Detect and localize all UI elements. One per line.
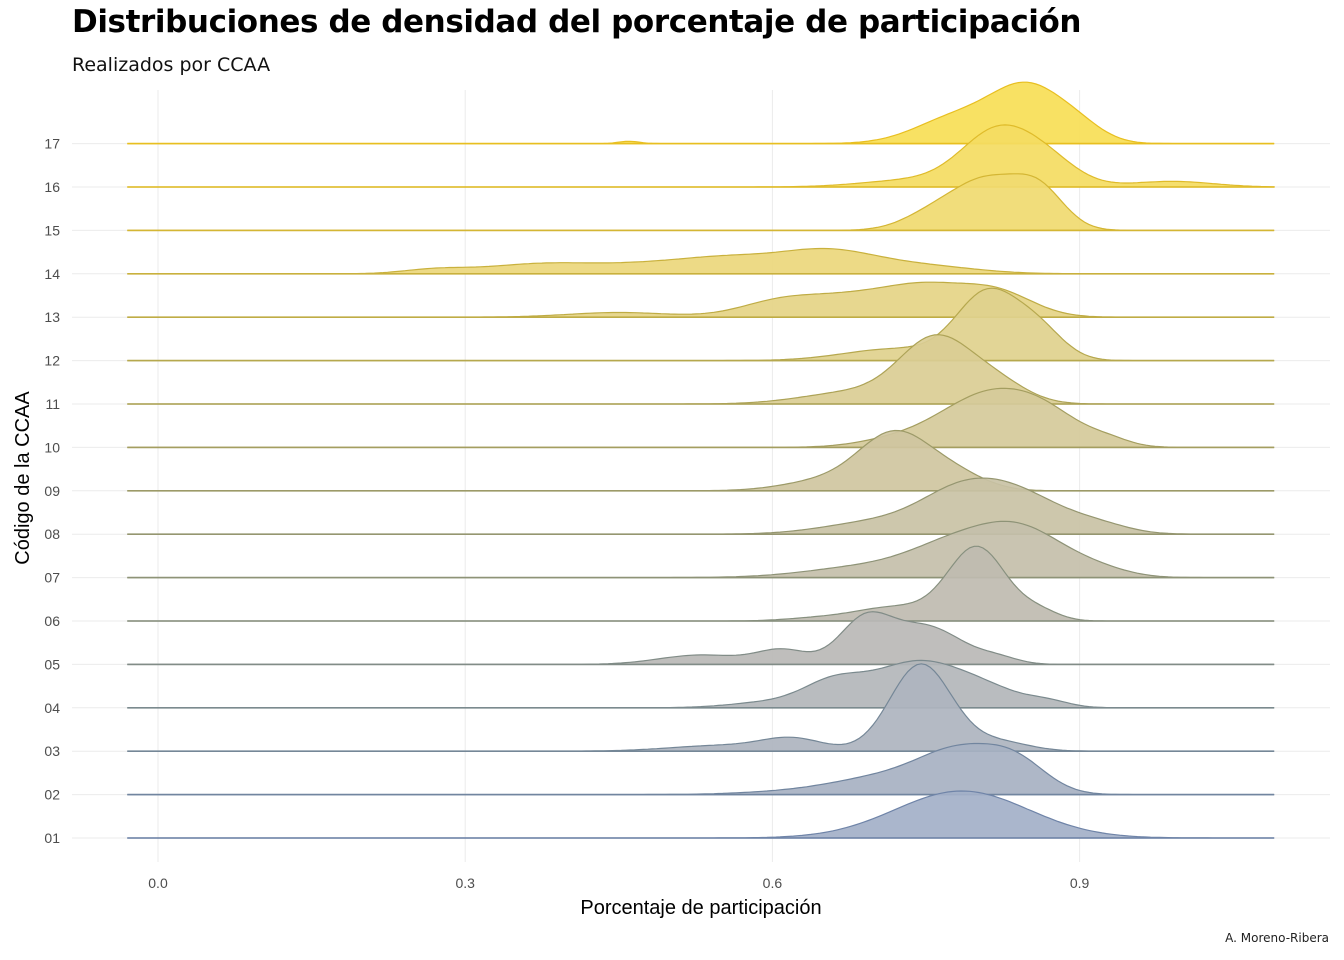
x-tick-label: 0.6 [763, 875, 783, 891]
chart-subtitle: Realizados por CCAA [72, 54, 271, 76]
ridge-area [127, 247, 1275, 275]
y-tick-label: 07 [44, 570, 60, 586]
ridge-01 [127, 790, 1275, 839]
y-tick-label: 01 [44, 830, 60, 846]
y-tick-label: 15 [44, 222, 60, 238]
ridge-17 [127, 81, 1275, 145]
ridge-16 [127, 124, 1275, 188]
ridge-area [127, 477, 1275, 535]
y-tick-label: 09 [44, 483, 60, 499]
ridge-05 [127, 611, 1275, 666]
ridge-10 [127, 387, 1275, 449]
ridge-02 [127, 742, 1275, 796]
x-tick-label: 0.0 [148, 875, 168, 891]
y-tick-label: 06 [44, 613, 60, 629]
chart-title: Distribuciones de densidad del porcentaj… [72, 4, 1082, 40]
ridge-11 [127, 334, 1275, 405]
ridge-13 [127, 281, 1275, 319]
y-tick-label: 04 [44, 700, 60, 716]
y-tick-label: 12 [44, 353, 60, 369]
y-tick-label: 08 [44, 526, 60, 542]
ridge-09 [127, 429, 1275, 492]
y-tick-label: 14 [44, 266, 60, 282]
ridge-area [127, 611, 1275, 665]
ridge-area [127, 287, 1275, 362]
chart-caption: A. Moreno-Ribera [1225, 931, 1329, 945]
ridge-layer [127, 81, 1275, 839]
ridge-area [127, 281, 1275, 318]
y-tick-label: 10 [44, 439, 60, 455]
y-tick-label: 11 [45, 396, 60, 412]
y-tick-label: 17 [44, 136, 60, 152]
ridge-06 [127, 545, 1275, 622]
y-tick-label: 02 [44, 787, 60, 803]
y-tick-label: 05 [44, 656, 60, 672]
ridge-04 [127, 659, 1275, 709]
ridge-area [127, 659, 1275, 709]
y-tick-labels: 01 02 03 04 05 06 07 08 09 10 11 12 13 14 15 16 17 [44, 136, 60, 846]
x-tick-label: 0.3 [455, 875, 475, 891]
ridge-15 [127, 173, 1275, 232]
ridge-03 [127, 663, 1275, 753]
y-tick-label: 13 [44, 309, 60, 325]
ridge-14 [127, 247, 1275, 275]
x-axis-title: Porcentaje de participación [580, 897, 821, 919]
x-tick-label: 0.9 [1070, 875, 1090, 891]
ridge-12 [127, 287, 1275, 362]
ridge-area [127, 81, 1275, 145]
y-tick-label: 03 [44, 743, 60, 759]
ridge-area [127, 545, 1275, 622]
y-axis-title: Código de la CCAA [12, 391, 34, 565]
y-tick-label: 16 [44, 179, 60, 195]
ridge-08 [127, 477, 1275, 536]
ridge-area [127, 790, 1275, 839]
ridge-area [127, 387, 1275, 448]
ridge-area [127, 334, 1275, 405]
x-tick-labels: 0.0 0.3 0.6 0.9 [148, 875, 1089, 891]
